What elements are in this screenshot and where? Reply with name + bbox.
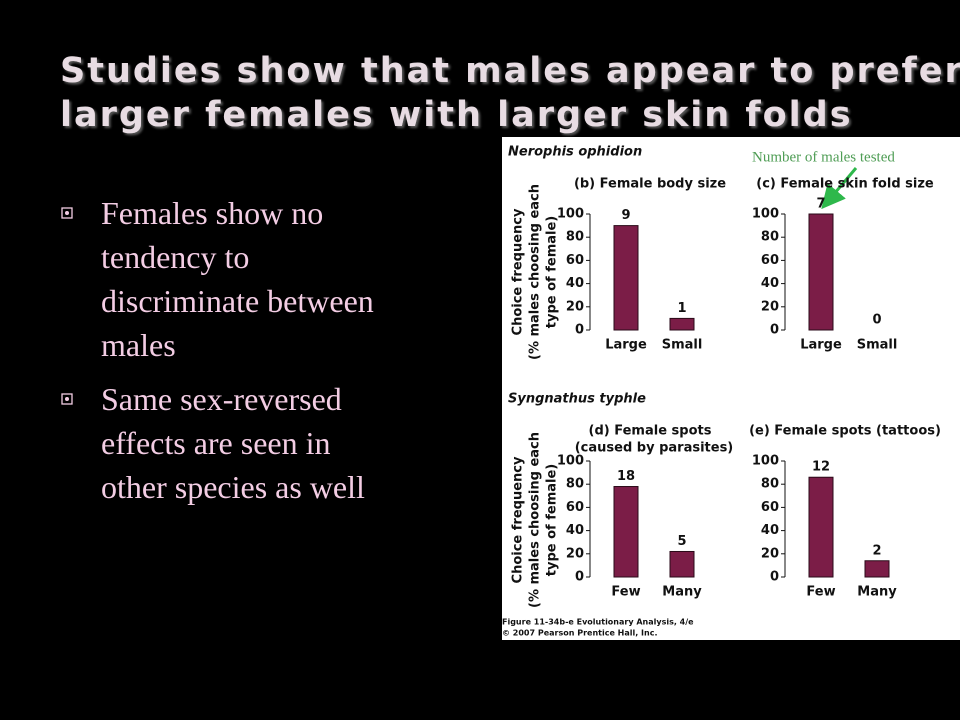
y-tick-label: 60 bbox=[566, 253, 584, 268]
y-tick-label: 100 bbox=[557, 454, 584, 469]
caption: © 2007 Pearson Prentice Hall, Inc. bbox=[502, 629, 658, 638]
bar bbox=[808, 476, 834, 578]
annotation-arrow bbox=[821, 167, 858, 210]
count-label: 0 bbox=[872, 313, 881, 328]
chart-title: (b) Female body size bbox=[574, 177, 726, 192]
x-tick-label: Small bbox=[857, 338, 898, 353]
y-tick-label: 80 bbox=[566, 477, 584, 492]
chart-title: (d) Female spots bbox=[589, 424, 712, 439]
bullet-marker bbox=[61, 207, 73, 219]
bullet-text: other species as well bbox=[101, 469, 365, 505]
species-label: Nerophis ophidion bbox=[508, 145, 642, 160]
bar bbox=[864, 560, 890, 578]
y-tick-label: 100 bbox=[752, 207, 779, 222]
count-label: 1 bbox=[677, 301, 686, 316]
y-tick-label: 60 bbox=[761, 253, 779, 268]
bullet-text: effects are seen in bbox=[101, 425, 331, 461]
bullet-text: tendency to bbox=[101, 239, 249, 275]
y-axis-label: Choice frequency bbox=[511, 456, 526, 583]
bar bbox=[669, 317, 695, 331]
y-tick-label: 80 bbox=[761, 477, 779, 492]
y-tick-label: 0 bbox=[575, 323, 584, 338]
bullet-marker bbox=[61, 393, 73, 405]
y-tick-label: 40 bbox=[761, 523, 779, 538]
y-tick-label: 20 bbox=[566, 546, 584, 561]
bar bbox=[808, 213, 834, 331]
chart-title: (e) Female spots (tattoos) bbox=[749, 424, 941, 439]
species-label: Syngnathus typhle bbox=[508, 392, 646, 407]
y-tick-label: 60 bbox=[761, 500, 779, 515]
y-tick-label: 20 bbox=[761, 546, 779, 561]
y-axis-label: type of female) bbox=[545, 464, 560, 576]
y-tick-label: 0 bbox=[575, 570, 584, 585]
y-axis-label: type of female) bbox=[545, 216, 560, 328]
y-axis-label: Choice frequency bbox=[511, 208, 526, 335]
y-tick-label: 20 bbox=[566, 299, 584, 314]
y-tick-label: 40 bbox=[566, 276, 584, 291]
y-tick-label: 40 bbox=[566, 523, 584, 538]
chart-subtitle: (caused by parasites) bbox=[575, 441, 734, 456]
x-tick-label: Many bbox=[662, 585, 702, 600]
chart-title: (c) Female skin fold size bbox=[756, 177, 934, 192]
bullet-text: males bbox=[101, 327, 176, 363]
x-tick-label: Few bbox=[611, 585, 640, 600]
y-axis-label: (% males choosing each bbox=[528, 184, 543, 360]
bullet-text: Same sex-reversed bbox=[101, 381, 342, 417]
x-tick-label: Many bbox=[857, 585, 897, 600]
x-tick-label: Large bbox=[800, 338, 842, 353]
bullet-text: Females show no bbox=[101, 195, 323, 231]
y-tick-label: 60 bbox=[566, 500, 584, 515]
count-label: 7 bbox=[816, 197, 825, 212]
figure-background bbox=[502, 137, 960, 640]
count-label: 18 bbox=[617, 469, 635, 484]
count-label: 2 bbox=[872, 543, 881, 558]
x-tick-label: Large bbox=[605, 338, 647, 353]
y-tick-label: 0 bbox=[770, 323, 779, 338]
bar bbox=[613, 486, 639, 578]
y-tick-label: 40 bbox=[761, 276, 779, 291]
count-label: 5 bbox=[677, 534, 686, 549]
count-label: 9 bbox=[621, 208, 630, 223]
y-axis-label: (% males choosing each bbox=[528, 432, 543, 608]
bullet-marker bbox=[65, 397, 69, 401]
y-tick-label: 80 bbox=[761, 230, 779, 245]
bullet-marker bbox=[65, 211, 69, 215]
slide-title: larger females with larger skin folds bbox=[60, 95, 853, 135]
x-tick-label: Small bbox=[662, 338, 703, 353]
y-tick-label: 100 bbox=[557, 207, 584, 222]
y-tick-label: 80 bbox=[566, 230, 584, 245]
figure: Nerophis ophidion Syngnathus typhle Numb… bbox=[502, 137, 960, 640]
slide-title: Studies show that males appear to prefer bbox=[60, 51, 960, 91]
count-label: 12 bbox=[812, 460, 830, 475]
bar bbox=[613, 225, 639, 331]
annotation: Number of males tested bbox=[752, 149, 895, 165]
caption: Figure 11-34b-e Evolutionary Analysis, 4… bbox=[502, 618, 694, 627]
bar bbox=[669, 550, 695, 578]
y-tick-label: 20 bbox=[761, 299, 779, 314]
y-tick-label: 0 bbox=[770, 570, 779, 585]
bullet-text: discriminate between bbox=[101, 283, 374, 319]
bullet-list: Females show no tendency to discriminate b… bbox=[61, 195, 374, 505]
y-tick-label: 100 bbox=[752, 454, 779, 469]
x-tick-label: Few bbox=[806, 585, 835, 600]
